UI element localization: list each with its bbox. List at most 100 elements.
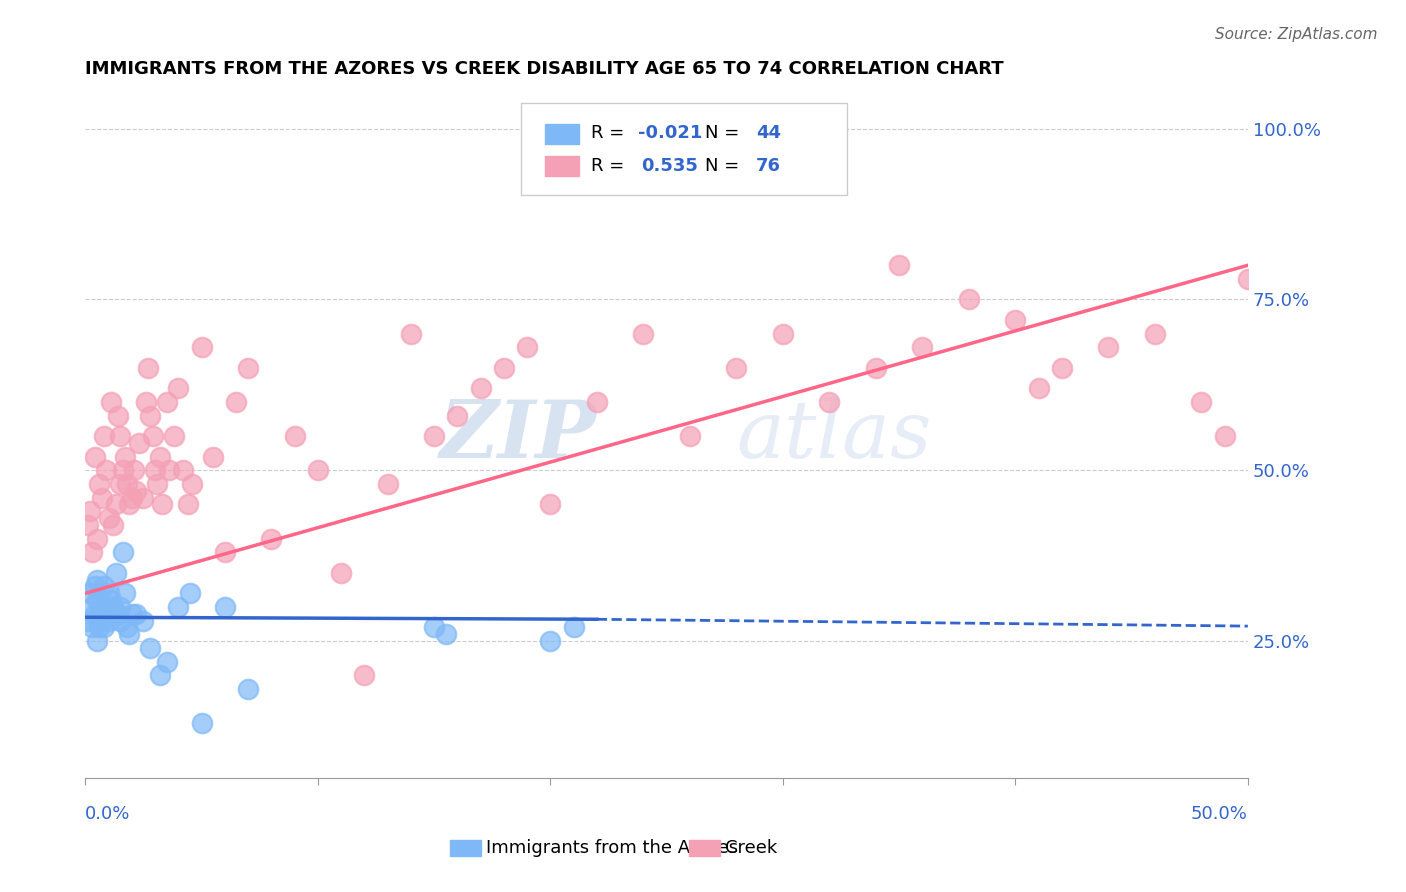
Point (679, 429, 702, 443)
Point (167, 599, 190, 614)
Point (125, 607, 148, 621)
Text: 50.0%: 50.0% (1191, 805, 1249, 823)
Point (100, 593, 122, 607)
Point (181, 477, 204, 491)
Point (214, 599, 236, 614)
Point (353, 668, 375, 682)
Point (82, 599, 104, 614)
Point (818, 395, 841, 409)
Point (132, 614, 155, 628)
Point (172, 463, 194, 477)
Point (103, 599, 125, 614)
Point (470, 381, 492, 395)
Point (423, 620, 446, 634)
Point (725, 360, 748, 375)
Point (96, 599, 118, 614)
Point (149, 450, 172, 464)
Text: 0.535: 0.535 (641, 156, 697, 175)
Point (377, 477, 399, 491)
Point (86, 532, 108, 546)
Text: atlas: atlas (737, 397, 932, 475)
Point (82, 545, 104, 559)
Point (179, 586, 201, 600)
Point (96, 463, 118, 477)
Point (108, 429, 131, 443)
Point (86, 593, 108, 607)
Point (1004, 313, 1026, 327)
Point (865, 360, 887, 375)
Point (1097, 340, 1119, 354)
Point (93, 579, 115, 593)
FancyBboxPatch shape (544, 156, 579, 177)
Point (89, 607, 111, 621)
Point (911, 340, 934, 354)
Point (562, 620, 585, 634)
Point (97, 586, 120, 600)
Point (128, 436, 150, 450)
Point (150, 498, 173, 512)
Point (79, 586, 101, 600)
Point (104, 566, 127, 580)
Point (146, 477, 169, 491)
Point (167, 381, 190, 395)
Point (86, 634, 108, 648)
Point (1143, 326, 1166, 341)
Point (100, 395, 122, 409)
Point (90, 599, 112, 614)
Point (108, 614, 131, 628)
Point (135, 395, 157, 409)
Point (236, 360, 259, 375)
Point (122, 463, 145, 477)
Point (190, 340, 212, 354)
Point (89, 620, 111, 634)
Point (142, 429, 165, 443)
Point (83, 607, 105, 621)
Point (156, 655, 179, 669)
Point (90, 614, 112, 628)
Point (260, 532, 283, 546)
Point (136, 360, 159, 375)
Point (118, 627, 141, 641)
Point (434, 627, 457, 641)
Point (83, 579, 105, 593)
Text: R =: R = (591, 156, 630, 175)
Point (143, 463, 166, 477)
Point (423, 429, 446, 443)
Point (1237, 272, 1260, 286)
Text: IMMIGRANTS FROM THE AZORES VS CREEK DISABILITY AGE 65 TO 74 CORRELATION CHART: IMMIGRANTS FROM THE AZORES VS CREEK DISA… (86, 60, 1004, 78)
Point (446, 409, 468, 423)
Point (108, 599, 131, 614)
Point (139, 640, 162, 655)
Point (76, 518, 98, 533)
Text: 44: 44 (756, 124, 782, 143)
Text: Immigrants from the Azores: Immigrants from the Azores (486, 839, 738, 857)
Point (115, 620, 138, 634)
Point (225, 395, 247, 409)
Point (516, 340, 538, 354)
Point (157, 463, 180, 477)
Point (1189, 395, 1212, 409)
Point (82, 620, 104, 634)
Point (97, 614, 120, 628)
Point (236, 681, 259, 696)
Point (772, 326, 794, 341)
Text: ZIP: ZIP (440, 397, 596, 475)
Point (538, 498, 561, 512)
Point (156, 395, 179, 409)
Point (399, 326, 422, 341)
Point (104, 498, 127, 512)
Point (79, 504, 101, 518)
Point (108, 477, 131, 491)
Point (89, 477, 111, 491)
Point (633, 326, 655, 341)
Point (538, 634, 561, 648)
Text: 76: 76 (756, 156, 782, 175)
FancyBboxPatch shape (522, 103, 846, 194)
Point (585, 395, 607, 409)
Point (1028, 381, 1050, 395)
Point (93, 620, 115, 634)
FancyBboxPatch shape (544, 124, 579, 145)
Point (111, 463, 134, 477)
Point (96, 607, 118, 621)
Point (93, 429, 115, 443)
